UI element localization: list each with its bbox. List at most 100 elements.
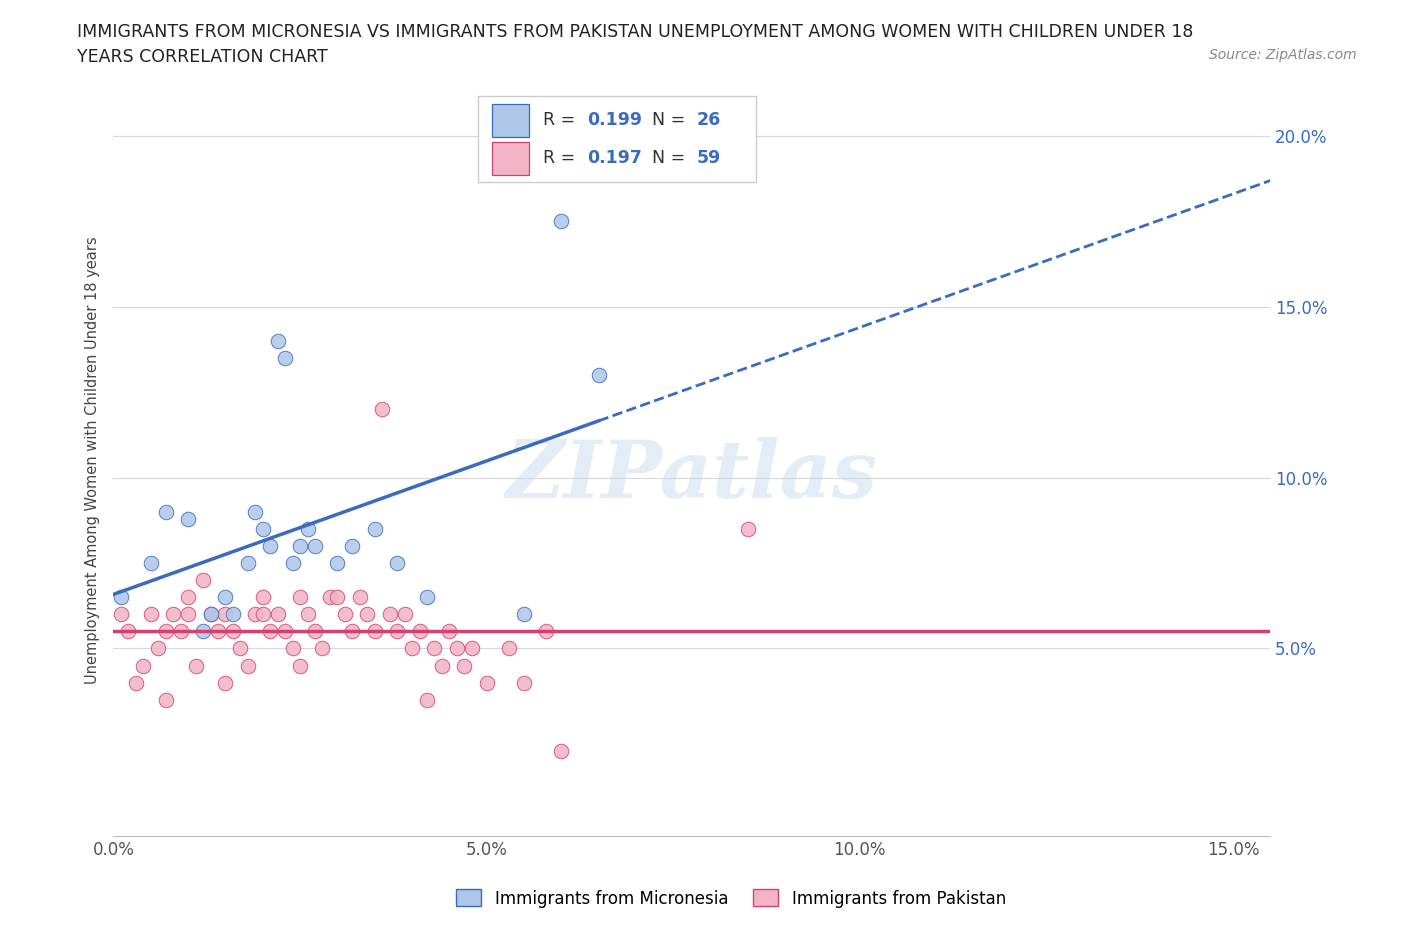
Point: [139, 607, 162, 622]
Point: [439, 624, 461, 639]
Point: [222, 607, 245, 622]
Point: [430, 658, 453, 673]
Point: [319, 590, 342, 604]
Point: [288, 538, 311, 553]
Point: [200, 607, 222, 622]
Point: [155, 624, 177, 639]
Point: [356, 607, 378, 622]
Point: [461, 641, 484, 656]
Point: [304, 538, 326, 553]
Point: [236, 555, 259, 570]
Point: [236, 658, 259, 673]
Point: [423, 641, 446, 656]
Point: [110, 590, 132, 604]
Point: [311, 641, 333, 656]
Point: [342, 538, 364, 553]
Point: [245, 607, 267, 622]
Text: ZIPatlas: ZIPatlas: [506, 437, 877, 514]
Text: R =: R =: [543, 112, 581, 129]
Point: [259, 538, 281, 553]
Point: [304, 624, 326, 639]
Point: [364, 624, 387, 639]
Point: [333, 607, 356, 622]
Point: [229, 641, 252, 656]
Text: R =: R =: [543, 149, 581, 167]
Point: [214, 590, 236, 604]
Point: [252, 607, 274, 622]
Point: [177, 590, 200, 604]
Point: [184, 658, 207, 673]
Point: [267, 334, 290, 349]
Point: [148, 641, 170, 656]
Point: [737, 522, 759, 537]
Point: [110, 607, 132, 622]
Point: [259, 624, 281, 639]
FancyBboxPatch shape: [478, 96, 755, 182]
Point: [117, 624, 139, 639]
Point: [385, 624, 408, 639]
Point: [550, 214, 572, 229]
Point: [162, 607, 184, 622]
Point: [446, 641, 468, 656]
Point: [281, 641, 304, 656]
Point: [498, 641, 520, 656]
Point: [139, 555, 162, 570]
Point: [342, 624, 364, 639]
Text: N =: N =: [641, 112, 690, 129]
Point: [297, 607, 319, 622]
Point: [371, 402, 394, 417]
Point: [401, 641, 423, 656]
Point: [191, 624, 214, 639]
Text: 0.199: 0.199: [586, 112, 641, 129]
Point: [155, 504, 177, 519]
Text: N =: N =: [641, 149, 690, 167]
FancyBboxPatch shape: [492, 142, 529, 175]
Point: [378, 607, 401, 622]
Point: [214, 675, 236, 690]
Point: [132, 658, 155, 673]
Text: 0.197: 0.197: [586, 149, 641, 167]
Point: [274, 624, 297, 639]
Point: [536, 624, 558, 639]
Point: [453, 658, 475, 673]
Point: [288, 590, 311, 604]
Point: [252, 522, 274, 537]
Y-axis label: Unemployment Among Women with Children Under 18 years: Unemployment Among Women with Children U…: [86, 237, 100, 684]
Point: [207, 624, 229, 639]
Point: [326, 555, 349, 570]
Point: [177, 512, 200, 526]
FancyBboxPatch shape: [492, 104, 529, 137]
Point: [177, 607, 200, 622]
Point: [349, 590, 371, 604]
Point: [288, 658, 311, 673]
Point: [169, 624, 191, 639]
Text: YEARS CORRELATION CHART: YEARS CORRELATION CHART: [77, 48, 328, 66]
Point: [274, 351, 297, 365]
Text: 59: 59: [696, 149, 721, 167]
Point: [588, 367, 610, 382]
Point: [297, 522, 319, 537]
Point: [252, 590, 274, 604]
Point: [513, 675, 536, 690]
Point: [245, 504, 267, 519]
Point: [513, 607, 536, 622]
Text: Source: ZipAtlas.com: Source: ZipAtlas.com: [1209, 48, 1357, 62]
Point: [267, 607, 290, 622]
Point: [222, 624, 245, 639]
Text: 26: 26: [696, 112, 721, 129]
Point: [475, 675, 498, 690]
Text: IMMIGRANTS FROM MICRONESIA VS IMMIGRANTS FROM PAKISTAN UNEMPLOYMENT AMONG WOMEN : IMMIGRANTS FROM MICRONESIA VS IMMIGRANTS…: [77, 23, 1194, 41]
Point: [408, 624, 430, 639]
Point: [385, 555, 408, 570]
Point: [416, 590, 439, 604]
Legend: Immigrants from Micronesia, Immigrants from Pakistan: Immigrants from Micronesia, Immigrants f…: [450, 883, 1012, 914]
Point: [191, 573, 214, 588]
Point: [155, 692, 177, 707]
Point: [125, 675, 148, 690]
Point: [214, 607, 236, 622]
Point: [364, 522, 387, 537]
Point: [416, 692, 439, 707]
Point: [550, 743, 572, 758]
Point: [326, 590, 349, 604]
Point: [394, 607, 416, 622]
